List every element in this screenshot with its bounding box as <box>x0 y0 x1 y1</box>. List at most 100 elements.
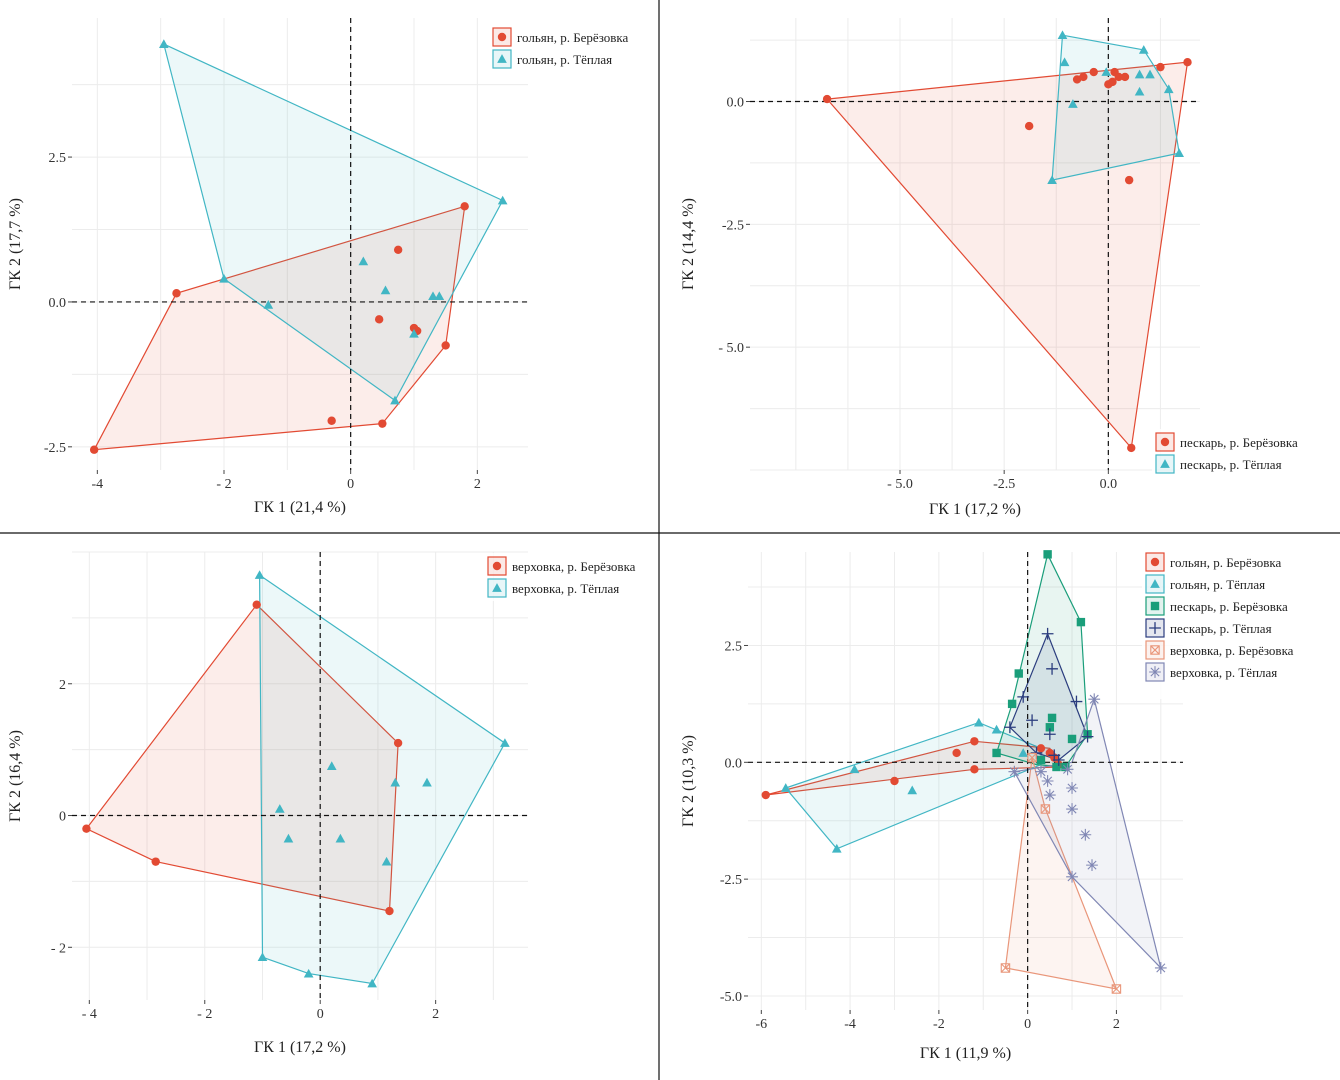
data-point <box>1156 62 1165 72</box>
legend-item-1: пескарь, р. Берёзовка <box>1155 432 1298 452</box>
data-point <box>1008 765 1021 778</box>
y-tick-label: 0.0 <box>727 96 745 111</box>
data-point <box>151 857 160 866</box>
data-point <box>274 804 285 813</box>
data-point <box>1127 443 1136 453</box>
data-point <box>263 300 274 309</box>
data-point <box>1041 627 1054 640</box>
data-point <box>393 245 403 254</box>
data-point <box>257 952 268 962</box>
data-point <box>82 824 91 833</box>
data-point <box>1174 148 1184 157</box>
y-tick-label: 2 <box>59 678 66 693</box>
x-axis-label: ГК 1 (11,9 %) <box>920 1045 1011 1062</box>
x-tick-label: 0 <box>347 477 354 492</box>
x-tick-label: -4 <box>91 477 103 492</box>
data-point <box>460 202 469 211</box>
data-point <box>1081 730 1094 743</box>
data-point <box>1018 748 1029 757</box>
legend: гольян, р. Берёзовка гольян, р. Тёплая пес… <box>1142 549 1330 699</box>
legend: гольян, р. Берёзовка гольян, р. Тёплая <box>489 24 654 72</box>
data-point <box>335 833 346 843</box>
legend-background <box>1142 549 1330 699</box>
legend-item-5: верховка, р. Берёзовка <box>1145 640 1294 660</box>
data-point <box>1145 69 1155 79</box>
data-point <box>497 54 507 63</box>
data-point <box>1114 72 1123 82</box>
data-point <box>378 419 387 428</box>
y-tick-label: 0 <box>59 810 66 825</box>
legend: пескарь, р. Берёзовка пескарь, р. Тёплая <box>1152 429 1320 477</box>
y-tick-label: -2.5 <box>44 441 66 456</box>
series-1 <box>82 600 403 916</box>
data-point <box>991 724 1002 734</box>
data-point <box>380 285 391 295</box>
data-point <box>428 291 438 301</box>
data-point <box>390 777 401 787</box>
data-point <box>1154 962 1167 974</box>
data-point <box>1149 622 1161 634</box>
data-point <box>1111 984 1122 994</box>
data-point <box>409 323 419 333</box>
data-point <box>358 256 369 266</box>
data-point <box>497 195 508 205</box>
y-tick-label: -2.5 <box>720 873 742 888</box>
data-point <box>1163 84 1174 94</box>
y-tick-label: 2.5 <box>725 639 743 654</box>
data-point <box>1066 870 1078 883</box>
legend-background <box>484 553 649 601</box>
data-point <box>1183 58 1192 67</box>
data-point <box>1138 45 1149 54</box>
y-tick-label: 0.0 <box>49 296 67 311</box>
data-point <box>970 765 979 774</box>
x-tick-label: 0 <box>317 1007 324 1022</box>
data-point <box>1004 721 1016 734</box>
y-tick-label: -5.0 <box>720 990 742 1005</box>
data-point <box>1047 713 1057 723</box>
legend-background <box>1152 429 1320 477</box>
data-point <box>780 783 791 792</box>
y-axis-label: ГК 2 (10,3 %) <box>680 735 697 827</box>
legend-label: гольян, р. Берёзовка <box>517 30 629 45</box>
data-point <box>1052 754 1065 766</box>
hull-1 <box>825 61 1189 450</box>
data-point <box>1086 859 1098 872</box>
data-point <box>1067 734 1077 744</box>
hull-6 <box>1013 697 1162 970</box>
data-point <box>1150 557 1160 567</box>
x-tick-label: -2.5 <box>993 477 1015 492</box>
data-point <box>1160 459 1170 468</box>
y-axis-label: ГК 2 (17,7 %) <box>7 198 24 290</box>
x-tick-label: 0 <box>1024 1017 1031 1032</box>
data-point <box>500 738 510 747</box>
series-2 <box>159 39 508 405</box>
data-point <box>219 273 229 283</box>
data-point <box>1043 550 1052 559</box>
data-point <box>441 341 450 350</box>
data-point <box>381 856 392 866</box>
legend-item-2: гольян, р. Тёплая <box>492 49 612 69</box>
y-axis-label: ГК 2 (16,4 %) <box>7 730 24 822</box>
legend-label: пескарь, р. Берёзовка <box>1180 435 1298 450</box>
data-point <box>385 906 394 916</box>
data-point <box>1040 804 1051 814</box>
legend-label: пескарь, р. Берёзовка <box>1170 599 1288 614</box>
legend-item-2: верховка, р. Тёплая <box>487 578 619 598</box>
data-point <box>326 761 337 770</box>
data-point <box>1017 690 1030 703</box>
legend-label: верховка, р. Тёплая <box>512 581 619 596</box>
legend-label: гольян, р. Тёплая <box>1170 577 1265 592</box>
legend-label: верховка, р. Берёзовка <box>1170 643 1294 658</box>
x-tick-label: 2 <box>1113 1017 1120 1032</box>
y-tick-label: 2.5 <box>49 151 67 166</box>
data-point <box>252 600 261 609</box>
data-point <box>409 328 419 338</box>
legend-item-6: верховка, р. Тёплая <box>1145 662 1277 682</box>
x-tick-label: - 4 <box>82 1007 97 1022</box>
hull-2 <box>258 573 506 985</box>
data-point <box>1041 775 1054 787</box>
data-point <box>1047 175 1057 184</box>
data-point <box>283 833 294 843</box>
data-point <box>1036 744 1046 753</box>
